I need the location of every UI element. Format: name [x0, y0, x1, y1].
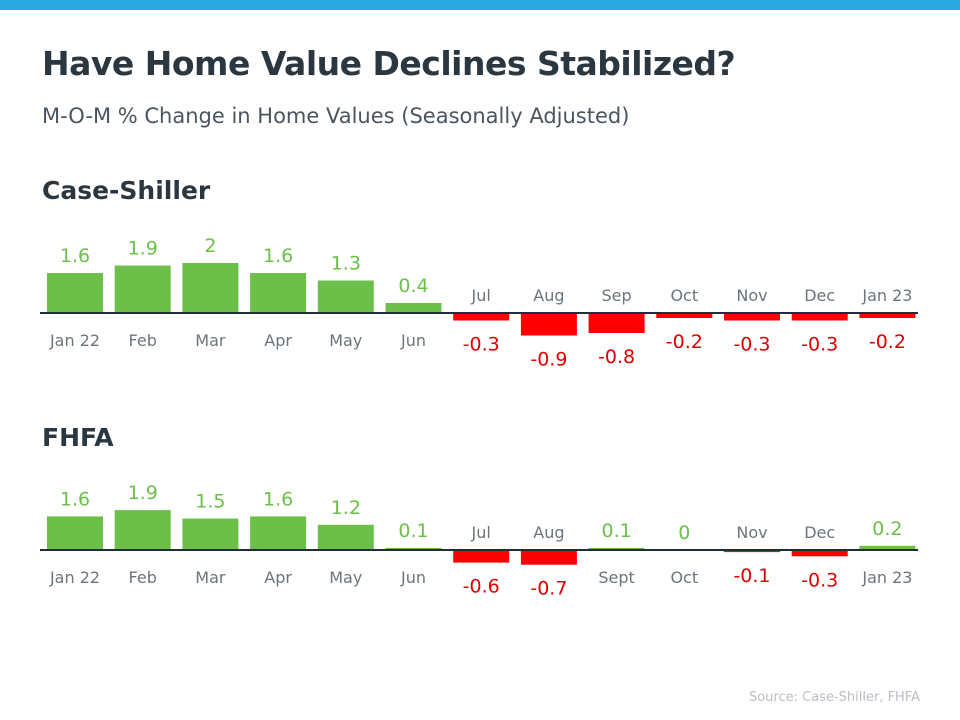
fhfa-bar	[588, 547, 645, 550]
fhfa-category-label: Nov	[736, 523, 767, 542]
fhfa-bar	[724, 550, 780, 553]
top-accent-bar	[0, 0, 960, 10]
case-shiller-category-label: Mar	[195, 331, 226, 350]
fhfa-category-label: Jun	[400, 568, 426, 587]
case-shiller-value-label: 1.6	[263, 245, 293, 267]
fhfa-value-label: 1.5	[195, 491, 225, 513]
case-shiller-bar	[114, 265, 171, 313]
case-shiller-value-label: 1.3	[331, 253, 361, 275]
case-shiller-category-label: Jun	[400, 331, 426, 350]
fhfa-category-label: Jan 22	[49, 568, 100, 587]
case-shiller-category-label: Jul	[471, 286, 491, 305]
page-title: Have Home Value Declines Stabilized?	[42, 44, 736, 83]
case-shiller-value-label: -0.2	[869, 331, 906, 353]
fhfa-value-label: 0	[678, 522, 690, 544]
case-shiller-value-label: -0.3	[463, 334, 500, 356]
case-shiller-category-label: Nov	[736, 286, 767, 305]
case-shiller-category-label: Aug	[533, 286, 564, 305]
case-shiller-bar	[250, 273, 307, 313]
fhfa-value-label: -0.1	[733, 565, 770, 587]
page-subtitle: M-O-M % Change in Home Values (Seasonall…	[42, 104, 630, 128]
fhfa-category-label: Jan 23	[861, 568, 912, 587]
case-shiller-category-label: Jan 22	[49, 331, 100, 350]
source-note: Source: Case-Shiller, FHFA	[748, 690, 920, 705]
case-shiller-bar-chart: 1.6 Jan 22 1.9 Feb 2 Mar 1.6 Apr 1.3 May 0.4 Jun -0.…	[40, 235, 918, 371]
case-shiller-value-label: 1.6	[60, 245, 90, 267]
fhfa-value-label: 1.6	[60, 488, 90, 510]
fhfa-bar	[859, 545, 916, 550]
case-shiller-chart-title: Case-Shiller	[42, 176, 211, 205]
case-shiller-bar	[791, 313, 848, 321]
case-shiller-category-label: Feb	[129, 331, 157, 350]
fhfa-category-label: Aug	[533, 523, 564, 542]
case-shiller-bar	[724, 313, 780, 321]
case-shiller-value-label: -0.3	[733, 334, 770, 356]
case-shiller-bar	[453, 313, 510, 321]
case-shiller-bar	[182, 263, 239, 313]
case-shiller-category-label: Sep	[602, 286, 632, 305]
case-shiller-bar	[656, 313, 713, 318]
case-shiller-category-label: Oct	[670, 286, 698, 305]
fhfa-bar	[250, 516, 307, 550]
case-shiller-value-label: -0.9	[530, 349, 567, 371]
fhfa-value-label: 1.2	[331, 497, 361, 519]
fhfa-bar	[317, 524, 374, 550]
case-shiller-bar	[47, 273, 103, 313]
fhfa-bar	[453, 550, 510, 563]
case-shiller-bar	[588, 313, 645, 333]
fhfa-category-label: Dec	[804, 523, 835, 542]
fhfa-value-label: -0.3	[801, 569, 838, 591]
fhfa-bar-chart: 1.6 Jan 22 1.9 Feb 1.5 Mar 1.6 Apr 1.2 May 0.1 Jun -…	[40, 482, 918, 600]
case-shiller-value-label: -0.8	[598, 346, 635, 368]
case-shiller-category-label: Jan 23	[861, 286, 912, 305]
fhfa-bar	[520, 550, 577, 565]
case-shiller-value-label: -0.3	[801, 334, 838, 356]
fhfa-bar	[114, 510, 171, 550]
fhfa-category-label: Sept	[598, 568, 634, 587]
fhfa-bar	[385, 547, 442, 550]
case-shiller-category-label: Apr	[264, 331, 292, 350]
fhfa-category-label: Oct	[670, 568, 698, 587]
fhfa-bar	[791, 550, 848, 557]
fhfa-value-label: 0.2	[872, 518, 902, 540]
fhfa-category-label: Feb	[129, 568, 157, 587]
case-shiller-value-label: 1.9	[128, 238, 158, 260]
fhfa-category-label: Apr	[264, 568, 292, 587]
case-shiller-category-label: Dec	[804, 286, 835, 305]
fhfa-category-label: Jul	[471, 523, 491, 542]
case-shiller-value-label: 0.4	[398, 275, 428, 297]
fhfa-category-label: Mar	[195, 568, 226, 587]
case-shiller-bar	[317, 280, 374, 313]
fhfa-bar	[182, 518, 239, 550]
fhfa-bar	[47, 516, 103, 550]
fhfa-category-label: May	[329, 568, 362, 587]
fhfa-value-label: -0.7	[530, 578, 567, 600]
fhfa-value-label: 1.6	[263, 488, 293, 510]
fhfa-value-label: 0.1	[601, 520, 631, 542]
case-shiller-bar	[385, 303, 442, 313]
case-shiller-value-label: -0.2	[666, 331, 703, 353]
fhfa-value-label: 0.1	[398, 520, 428, 542]
fhfa-value-label: -0.6	[463, 576, 500, 598]
fhfa-chart-title: FHFA	[42, 423, 114, 452]
fhfa-value-label: 1.9	[128, 482, 158, 504]
case-shiller-category-label: May	[329, 331, 362, 350]
case-shiller-bar	[520, 313, 577, 336]
case-shiller-value-label: 2	[204, 235, 216, 257]
case-shiller-bar	[859, 313, 916, 318]
